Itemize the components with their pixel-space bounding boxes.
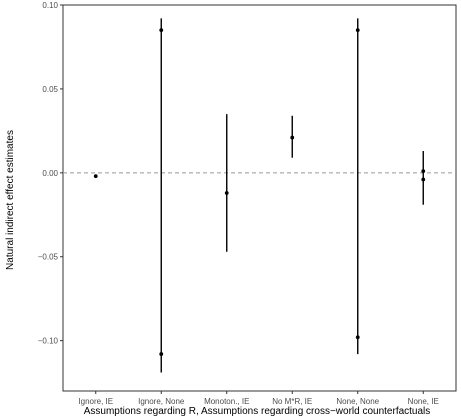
plot-marks: 0.10 0.05 0.00 −0.05 −0.10 Ignore, IE Ignore, … [38, 1, 457, 406]
x-tick-label: Ignore, IE [78, 397, 113, 406]
y-tick-label: 0.10 [42, 1, 58, 10]
y-tick-label: 0.00 [42, 169, 58, 178]
y-axis-title: Natural indirect effect estimates [5, 130, 16, 270]
x-axis-title: Assumptions regarding R, Assumptions reg… [84, 406, 431, 417]
plot-panel-border [62, 4, 457, 392]
data-point [421, 177, 426, 182]
x-tick-label: Ignore, None [138, 397, 185, 406]
data-point [159, 28, 164, 33]
data-point [224, 191, 229, 195]
x-tick-label: Monoton., IE [204, 397, 249, 406]
data-point [355, 335, 360, 340]
x-tick-label: None, IE [408, 397, 439, 406]
x-tick-label: None, None [336, 397, 379, 406]
y-axis-title-text: Natural indirect effect estimates [5, 130, 16, 270]
y-tick-label: 0.05 [42, 85, 58, 94]
data-point [421, 169, 426, 174]
x-tick-label: No M*R, IE [272, 397, 312, 406]
data-point [159, 352, 164, 356]
y-tick-label: −0.05 [38, 253, 59, 262]
data-point [290, 135, 295, 140]
y-tick-label: −0.10 [38, 337, 59, 346]
data-point [93, 174, 98, 179]
data-point [355, 28, 360, 33]
